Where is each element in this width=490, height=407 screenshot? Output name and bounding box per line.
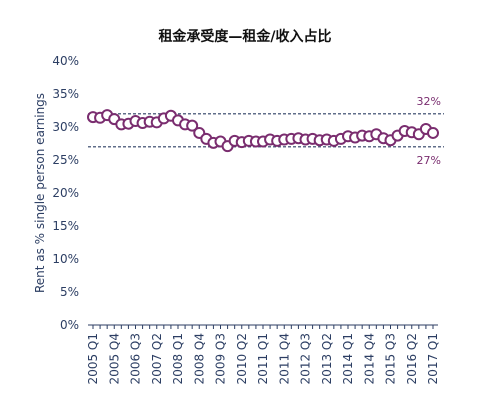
reference-label-32: 32%	[417, 95, 441, 108]
data-point	[186, 119, 199, 132]
x-tick-label: 2005 Q1	[86, 333, 100, 384]
x-tick-label: 2005 Q4	[107, 333, 121, 384]
x-tick-label: 2015 Q3	[384, 333, 398, 384]
data-point	[427, 126, 439, 139]
x-tick-label: 2014 Q4	[362, 333, 376, 384]
x-tick-label: 2016 Q2	[405, 333, 419, 384]
chart-title: 租金承受度—租金/收入占比	[158, 28, 331, 45]
x-tick-label: 2007 Q2	[150, 333, 164, 384]
y-tick-label: 15%	[52, 219, 79, 233]
x-tick-label: 2017 Q1	[426, 333, 440, 384]
y-tick-label: 25%	[52, 153, 79, 167]
x-tick-label: 2011 Q4	[277, 333, 291, 384]
reference-lines: 32% 27%	[88, 95, 444, 167]
x-tick-label: 2010 Q2	[235, 333, 249, 384]
y-tick-label: 10%	[52, 252, 79, 266]
x-tick-label: 2008 Q4	[192, 333, 206, 384]
data-series	[87, 109, 439, 153]
x-axis: 2005 Q1 2005 Q4 2006 Q3 2007 Q2 2008 Q1 2008 …	[86, 324, 440, 384]
y-tick-label: 40%	[52, 54, 79, 68]
y-tick-label: 5%	[60, 285, 79, 299]
y-axis-ticks: 0% 5% 10% 15% 20% 25% 30% 35% 40%	[52, 54, 79, 332]
x-tick-label: 2009 Q3	[214, 333, 228, 384]
y-tick-label: 0%	[60, 318, 79, 332]
y-axis-label: Rent as % single person earnings	[33, 93, 47, 293]
x-tick-label: 2014 Q1	[341, 333, 355, 384]
x-tick-label: 2011 Q1	[256, 333, 270, 384]
y-tick-label: 20%	[52, 186, 79, 200]
y-tick-label: 35%	[52, 87, 79, 101]
x-tick-label: 2013 Q2	[320, 333, 334, 384]
x-tick-label: 2006 Q3	[129, 333, 143, 384]
reference-label-27: 27%	[417, 154, 441, 167]
y-tick-label: 30%	[52, 120, 79, 134]
x-tick-label: 2012 Q3	[299, 333, 313, 384]
x-tick-label: 2008 Q1	[171, 333, 185, 384]
